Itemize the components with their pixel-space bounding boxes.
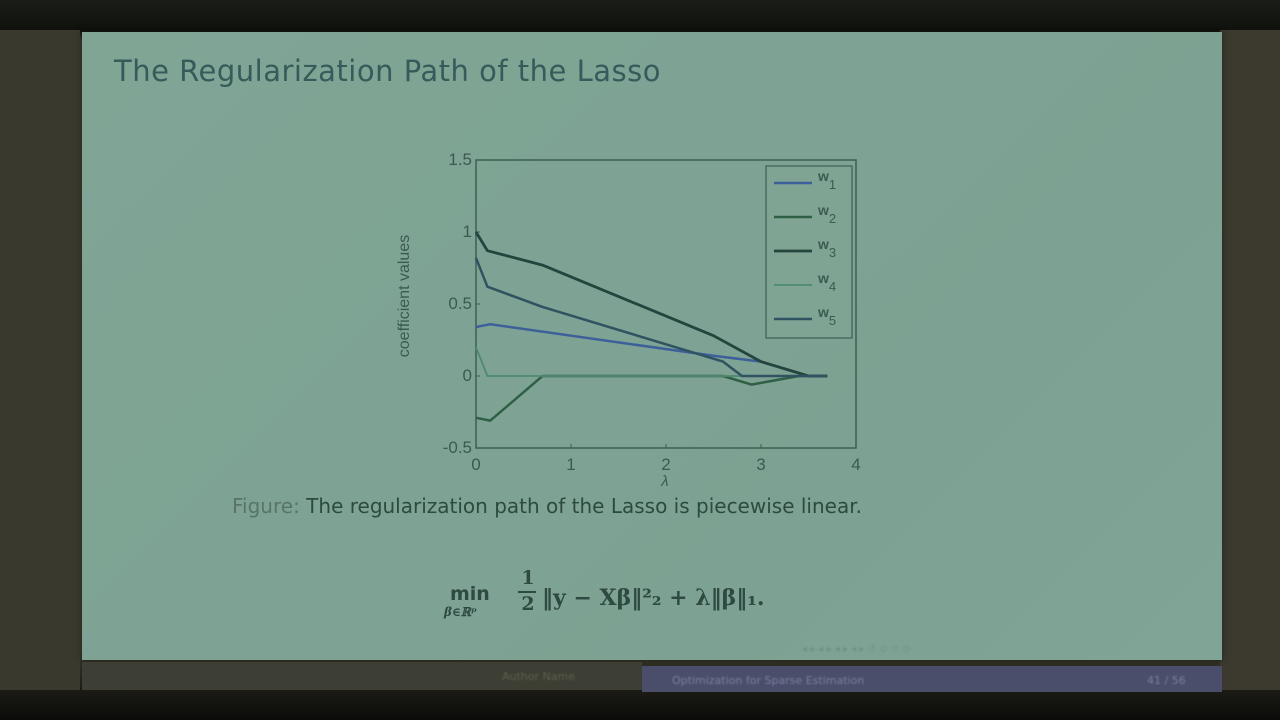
caption-text: The regularization path of the Lasso is …	[306, 494, 862, 518]
y-tick-label: 1	[463, 222, 472, 241]
footer-author-box: Author Name	[82, 662, 642, 690]
x-tick-label: 4	[851, 455, 860, 474]
footer-title-box: Optimization for Sparse Estimation 41 / …	[642, 666, 1222, 692]
formula-frac-bar	[518, 591, 536, 593]
x-axis-label: λ	[660, 473, 668, 490]
formula-min-subscript: β∈ℝᵖ	[444, 605, 477, 619]
y-tick-label: -0.5	[443, 438, 472, 457]
beamer-footer: Author Name Optimization for Sparse Esti…	[82, 662, 1222, 692]
formula-frac-numerator: 1	[521, 567, 535, 589]
y-axis-label: coefficient values	[396, 235, 413, 357]
caption-prefix: Figure:	[232, 494, 300, 518]
x-tick-label: 1	[566, 455, 575, 474]
beamer-nav-symbols[interactable]: ◂ ▸ ◂ ▸ ◂ ▸ ◂ ▸ ↺ ⊙ ⊙ ⊙	[802, 644, 911, 655]
series-line-w2	[475, 374, 828, 422]
wall-right	[1220, 30, 1280, 690]
series-line-w5	[474, 257, 828, 378]
x-tick-label: 2	[661, 455, 670, 474]
figure-caption: Figure: The regularization path of the L…	[232, 494, 862, 518]
y-tick-label: 0	[463, 366, 472, 385]
footer-author: Author Name	[502, 670, 575, 683]
wall-left	[0, 30, 80, 690]
formula-frac-denominator: 2	[521, 593, 535, 615]
y-tick-label: 0.5	[448, 294, 472, 313]
series-line-w4	[475, 346, 828, 377]
footer-page-number: 41 / 56	[1147, 674, 1186, 687]
slide-title: The Regularization Path of the Lasso	[114, 54, 661, 88]
formula-expression: ‖y − Xβ‖²₂ + λ‖β‖₁.	[542, 585, 765, 611]
x-tick-label: 0	[471, 455, 480, 474]
x-tick-label: 3	[756, 455, 765, 474]
chart-series	[474, 231, 828, 422]
y-tick-label: 1.5	[448, 150, 472, 169]
footer-talk-title: Optimization for Sparse Estimation	[672, 674, 865, 687]
projected-slide: The Regularization Path of the Lasso Fig…	[82, 32, 1222, 660]
formula-min: min	[450, 583, 490, 605]
